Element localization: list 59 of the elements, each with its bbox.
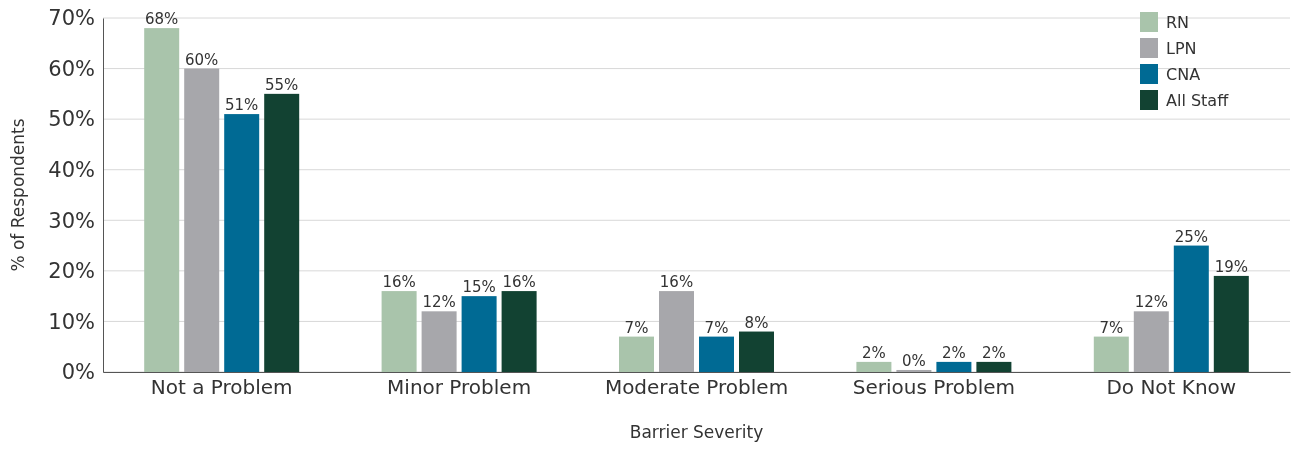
data-label: 60% [185,50,219,69]
data-label: 7% [624,318,649,337]
data-label: 16% [659,273,694,292]
legend-label: All Staff [1166,91,1230,110]
y-tick-label: 40% [48,157,95,182]
data-label: 15% [462,278,496,297]
bar [1173,245,1209,372]
data-label: 68% [145,10,179,29]
bar [856,361,892,372]
bar [501,291,537,372]
data-label: 7% [1099,318,1124,337]
x-tick-label: Serious Problem [852,375,1016,400]
x-tick-label: Do Not Know [1106,375,1237,400]
y-tick-label: 20% [48,259,95,284]
y-axis-title: % of Respondents [8,118,28,272]
data-label: 51% [225,96,259,115]
x-tick-label: Moderate Problem [604,375,789,400]
y-tick-label: 60% [48,56,95,81]
x-tick-label: Not a Problem [150,375,293,400]
data-label: 2% [862,343,886,362]
bar [619,336,654,372]
data-label: 12% [1134,293,1168,312]
data-label: 19% [1214,257,1248,276]
bar [421,311,457,372]
bar [224,114,260,372]
data-label: 25% [1174,227,1208,246]
bar [1093,336,1129,372]
legend-label: RN [1166,13,1190,32]
y-tick-label: 50% [48,107,95,132]
data-label: 16% [382,273,416,292]
bar [184,68,220,372]
data-label: 2% [982,343,1006,362]
y-tick-label: 0% [61,360,95,385]
bar [936,361,972,372]
y-tick-label: 30% [48,208,95,233]
x-tick-label: Minor Problem [387,375,532,400]
legend-label: LPN [1166,39,1197,58]
data-label: 12% [422,293,456,312]
data-label: 8% [744,313,769,332]
y-tick-label: 10% [48,309,95,334]
bar [896,369,932,372]
data-label: 0% [902,351,926,370]
bar [1133,311,1169,372]
bar [264,93,300,372]
bar [461,296,497,372]
bar [739,331,774,372]
data-label: 2% [942,343,966,362]
bar [659,291,694,372]
data-label: 16% [502,273,536,292]
bar [699,336,734,372]
bar [144,28,180,372]
legend-label: CNA [1166,65,1201,84]
bar [381,291,417,372]
bar [1213,275,1249,372]
x-axis-title: Barrier Severity [629,422,764,442]
y-tick-label: 70% [48,6,95,31]
bar [976,361,1012,372]
data-label: 7% [704,318,729,337]
data-label: 55% [265,75,299,94]
